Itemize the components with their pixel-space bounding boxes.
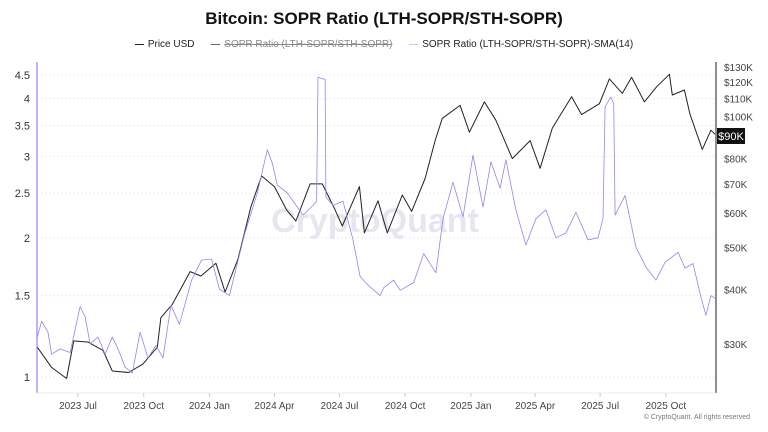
left-tick-label: 4.5 bbox=[15, 70, 30, 82]
legend-swatch-sopr-sma bbox=[409, 43, 419, 45]
right-tick-label: $100K bbox=[724, 112, 753, 123]
sopr-sma14-line bbox=[36, 76, 716, 374]
x-tick-label: 2024 Oct bbox=[385, 401, 426, 412]
right-tick-label: $110K bbox=[724, 94, 753, 105]
current-price-badge bbox=[717, 128, 745, 144]
copyright-footer: © CryptoQuant. All rights reserved bbox=[643, 414, 750, 421]
legend-item-sopr-sma[interactable]: SOPR Ratio (LTH-SOPR/STH-SOPR)-SMA(14) bbox=[409, 39, 633, 50]
legend-label-price: Price USD bbox=[147, 38, 195, 50]
right-tick-label: $60K bbox=[724, 209, 748, 220]
right-tick-label: $80K bbox=[724, 155, 748, 166]
right-tick-label: $130K bbox=[724, 63, 753, 74]
right-tick-label: $70K bbox=[724, 180, 748, 191]
x-tick-label: 2024 Jul bbox=[321, 401, 359, 412]
current-price-label: $90K bbox=[718, 131, 744, 143]
right-tick-label: $50K bbox=[724, 243, 748, 254]
x-tick-label: 2025 Jul bbox=[581, 401, 619, 412]
left-tick-label: 4 bbox=[24, 94, 30, 106]
left-tick-label: 3 bbox=[24, 151, 30, 163]
left-tick-label: 1 bbox=[24, 372, 30, 384]
left-tick-label: 1.5 bbox=[15, 291, 30, 303]
x-tick-label: 2024 Apr bbox=[254, 401, 295, 412]
x-tick-label: 2023 Oct bbox=[123, 401, 164, 412]
legend: Price USD SOPR Ratio (LTH-SOPR/STH-SOPR)… bbox=[0, 37, 768, 50]
right-tick-label: $40K bbox=[724, 286, 748, 297]
x-tick-label: 2025 Apr bbox=[515, 401, 556, 412]
legend-item-price[interactable]: Price USD bbox=[134, 38, 195, 50]
chart-title: Bitcoin: SOPR Ratio (LTH-SOPR/STH-SOPR) bbox=[205, 9, 563, 28]
legend-label-sopr-sma: SOPR Ratio (LTH-SOPR/STH-SOPR)-SMA(14) bbox=[422, 38, 634, 50]
legend-swatch-price bbox=[134, 43, 144, 45]
left-tick-label: 3.5 bbox=[15, 120, 30, 132]
x-tick-label: 2025 Oct bbox=[646, 401, 687, 412]
price-usd-line bbox=[36, 73, 716, 379]
x-tick-label: 2024 Jan bbox=[189, 401, 230, 412]
right-tick-label: $120K bbox=[724, 78, 753, 89]
legend-swatch-sopr-ratio bbox=[211, 43, 221, 45]
left-tick-label: 2.5 bbox=[15, 188, 30, 200]
x-tick-label: 2025 Jan bbox=[450, 401, 491, 412]
right-tick-label: $30K bbox=[724, 340, 748, 351]
legend-item-sopr-ratio[interactable]: SOPR Ratio (LTH-SOPR/STH-SOPR) bbox=[211, 39, 392, 50]
left-tick-label: 2 bbox=[24, 233, 30, 245]
legend-label-sopr-ratio: SOPR Ratio (LTH-SOPR/STH-SOPR) bbox=[224, 38, 393, 50]
x-tick-label: 2023 Jul bbox=[59, 401, 97, 412]
